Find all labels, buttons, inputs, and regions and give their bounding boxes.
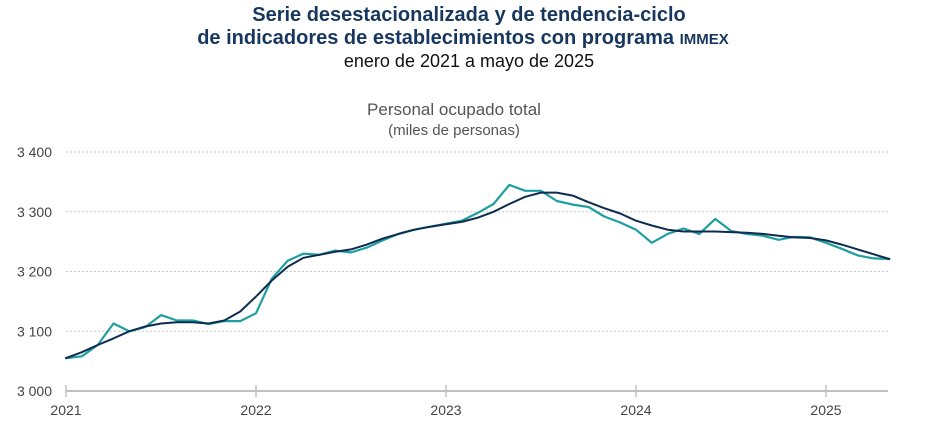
chart-main-title-line2: de indicadores de establecimientos con p… (0, 27, 932, 51)
x-tick-label: 2021 (50, 402, 81, 418)
panel-title: Personal ocupado total (367, 100, 541, 119)
series-trend-cycle (65, 191, 891, 360)
y-tick-label: 3 300 (17, 204, 52, 220)
x-axis: 2021 2022 2023 2024 2025 (50, 385, 888, 418)
title-line-1: Serie desestacionalizada y de tendencia-… (252, 4, 686, 26)
y-tick-label: 3 000 (17, 383, 52, 399)
x-tick-label: 2022 (240, 402, 271, 418)
y-tick-label: 3 400 (17, 144, 52, 160)
x-tick-label: 2023 (430, 402, 461, 418)
series-seasonally-adjusted (64, 183, 891, 360)
date-range-subtitle: enero de 2021 a mayo de 2025 (343, 51, 595, 71)
title-line-2: de indicadores de establecimientos con p… (197, 27, 675, 49)
x-tick-label: 2024 (620, 402, 651, 418)
chart-main-title: Serie desestacionalizada y de tendencia-… (0, 4, 938, 27)
gridlines (66, 151, 888, 332)
panel-units: (miles de personas) (388, 122, 520, 139)
x-tick-label: 2025 (810, 402, 841, 418)
series-lines (64, 183, 891, 360)
y-axis: 3 000 3 100 3 200 3 300 3 400 (17, 144, 52, 399)
y-tick-label: 3 200 (17, 264, 52, 280)
title-immex: IMMEX (679, 31, 729, 48)
y-tick-label: 3 100 (17, 323, 52, 339)
